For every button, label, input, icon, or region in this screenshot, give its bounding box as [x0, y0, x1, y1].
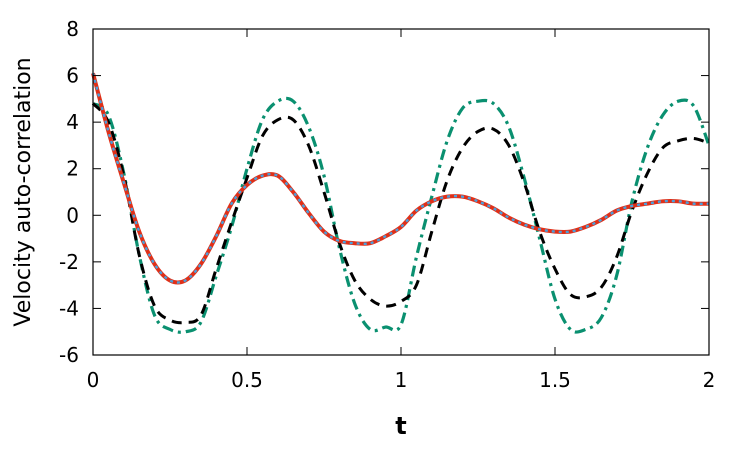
series-line-3 [91, 72, 710, 285]
series-line-1 [92, 96, 711, 334]
y-axis-title: Velocity auto-correlation [11, 57, 36, 326]
y-tick-label: -2 [59, 250, 79, 274]
y-tick-label: 0 [66, 203, 79, 227]
x-axis-title: t [395, 412, 406, 440]
y-tick-label: 4 [66, 110, 79, 134]
series-line-4 [91, 72, 710, 284]
y-tick-label: 6 [66, 64, 79, 88]
tick-layer: 0 0.5 1 1.5 2 -6 -4 -2 0 2 4 6 8 [59, 17, 715, 392]
y-tick-label: 8 [66, 17, 79, 41]
x-tick-label: 1.5 [539, 368, 571, 392]
x-tick-label: 0.5 [231, 368, 263, 392]
y-tick-label: -6 [59, 343, 79, 367]
x-tick-label: 0 [87, 368, 100, 392]
x-tick-label: 1 [395, 368, 408, 392]
plot-frame [92, 28, 710, 356]
y-tick-label: 2 [66, 157, 79, 181]
series-line-2 [91, 102, 710, 325]
series-layer [91, 72, 711, 334]
y-tick-label: -4 [59, 296, 79, 320]
x-tick-label: 2 [703, 368, 716, 392]
